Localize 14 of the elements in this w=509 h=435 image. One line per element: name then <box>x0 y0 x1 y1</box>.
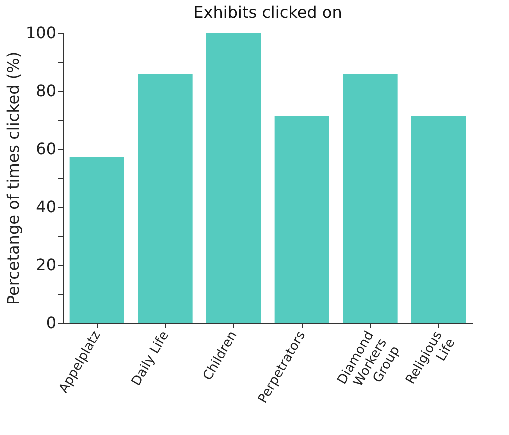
y-tick-label: 0 <box>46 314 56 332</box>
y-tick-label: 80 <box>36 82 56 100</box>
bar <box>206 33 262 323</box>
bar <box>138 74 193 323</box>
y-tick-label: 100 <box>26 24 56 42</box>
bar <box>274 116 330 323</box>
y-tick-label: 20 <box>36 256 56 274</box>
bar <box>343 74 398 323</box>
bar <box>70 157 124 323</box>
bar <box>412 116 466 323</box>
chart-title: Exhibits clicked on <box>194 3 342 22</box>
y-tick-label: 40 <box>36 198 56 216</box>
y-axis-title: Percetange of times clicked (%) <box>4 52 23 306</box>
y-tick-label: 60 <box>36 140 56 158</box>
